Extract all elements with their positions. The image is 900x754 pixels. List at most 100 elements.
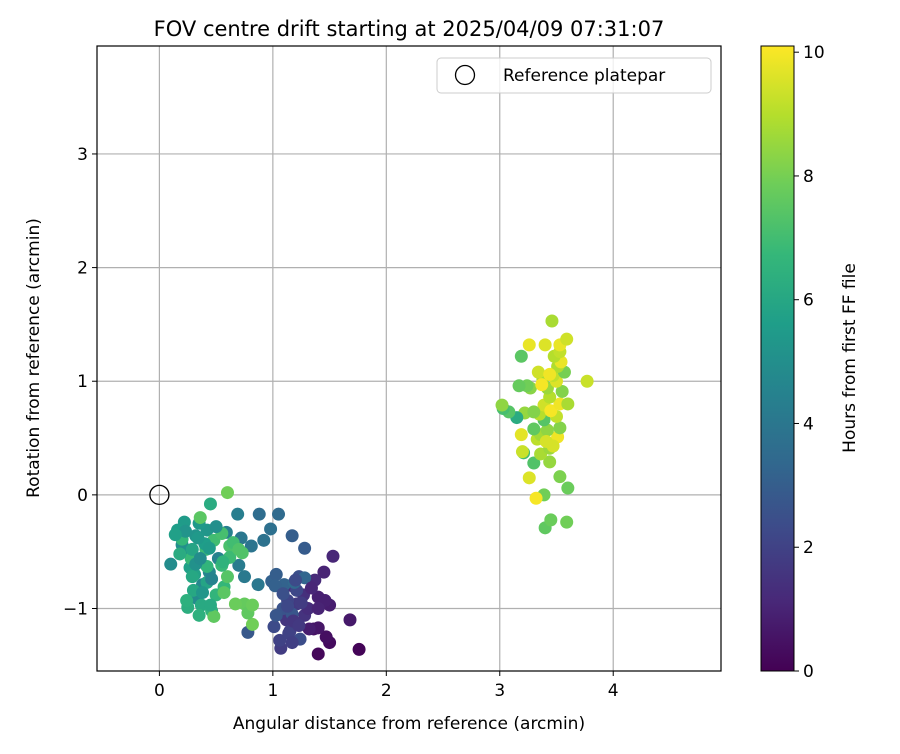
data-point: [561, 481, 575, 495]
data-point: [538, 338, 552, 352]
data-point: [512, 379, 526, 393]
data-point: [168, 528, 182, 542]
data-point: [273, 633, 287, 647]
data-point: [304, 581, 318, 595]
data-point: [251, 578, 265, 592]
colorbar-label: Hours from first FF file: [840, 263, 860, 453]
data-point: [232, 542, 246, 556]
data-point: [267, 620, 281, 634]
data-point: [302, 622, 316, 636]
x-tick-label: 4: [608, 681, 619, 701]
data-point: [531, 365, 545, 379]
data-point: [207, 609, 221, 623]
data-point: [203, 497, 217, 511]
colorbar-tick-label: 0: [803, 662, 814, 682]
data-point: [560, 332, 574, 346]
data-point: [544, 404, 558, 418]
data-point: [553, 421, 567, 435]
data-point: [232, 558, 246, 572]
data-point: [281, 599, 295, 613]
scatter-points: [149, 314, 594, 661]
data-point: [298, 541, 312, 555]
data-point: [268, 579, 282, 593]
data-point: [522, 338, 536, 352]
colorbar-tick-label: 8: [803, 167, 814, 187]
y-tick-label: −1: [63, 600, 88, 620]
data-point: [311, 647, 325, 661]
data-point: [205, 572, 219, 586]
data-point: [272, 507, 286, 521]
y-tick-label: 1: [77, 372, 88, 392]
data-point: [580, 374, 594, 388]
data-point: [553, 470, 567, 484]
data-point: [244, 539, 258, 553]
data-point: [164, 557, 178, 571]
data-point: [252, 507, 266, 521]
data-point: [292, 619, 306, 633]
data-point: [343, 613, 357, 627]
x-tick-label: 2: [381, 681, 392, 701]
data-point: [495, 398, 509, 412]
data-point: [543, 367, 557, 381]
legend-label-reference: Reference platepar: [503, 66, 665, 86]
data-point: [178, 524, 192, 538]
data-point: [289, 573, 303, 587]
legend: Reference platepar: [436, 57, 712, 94]
data-point: [352, 642, 366, 656]
reference-platepar-marker: [149, 484, 170, 506]
data-point: [527, 422, 541, 436]
data-point: [173, 547, 187, 561]
y-tick-label: 3: [77, 145, 88, 165]
grid: [97, 46, 721, 671]
data-point: [269, 608, 283, 622]
x-tick-label: 0: [154, 681, 165, 701]
data-point: [185, 570, 199, 584]
data-point: [317, 565, 331, 579]
data-point: [514, 428, 528, 442]
data-point: [231, 507, 245, 521]
data-point: [522, 471, 536, 485]
data-point: [245, 617, 259, 631]
data-point: [269, 567, 283, 581]
colorbar-ticks: 0 2 4 6 8 10: [794, 43, 825, 682]
axis-ticks: 0 1 2 3 4 −1 0 1 2 3: [63, 145, 619, 701]
data-point: [196, 586, 210, 600]
data-point: [257, 533, 271, 547]
data-point: [185, 542, 199, 556]
legend-box: [436, 57, 712, 94]
y-axis-label: Rotation from reference (arcmin): [24, 218, 44, 498]
data-point: [192, 608, 206, 622]
data-point: [217, 586, 231, 600]
data-point: [515, 445, 529, 459]
data-point: [294, 596, 308, 610]
data-point: [193, 511, 207, 525]
data-point: [555, 384, 569, 398]
colorbar-tick-label: 10: [803, 43, 825, 63]
data-point: [194, 598, 208, 612]
data-point: [285, 529, 299, 543]
data-point: [543, 455, 557, 469]
data-point: [203, 598, 217, 612]
data-point: [276, 587, 290, 601]
data-point: [545, 314, 559, 328]
x-tick-label: 1: [267, 681, 278, 701]
data-point: [527, 405, 541, 419]
axes-frame: [96, 45, 722, 672]
data-point: [544, 513, 558, 527]
data-point: [514, 349, 528, 363]
legend-marker-reference: [454, 64, 476, 86]
data-point: [311, 602, 325, 615]
data-point: [228, 597, 242, 611]
data-point: [326, 549, 340, 563]
colorbar-tick-label: 4: [803, 414, 814, 434]
data-point: [264, 522, 278, 536]
colorbar-gradient: [760, 45, 795, 672]
chart-title: FOV centre drift starting at 2025/04/09 …: [154, 17, 665, 41]
colorbar: 0 2 4 6 8 10 Hours from first FF file: [760, 43, 860, 682]
data-point: [209, 520, 223, 534]
data-point: [245, 598, 259, 612]
colorbar-tick-label: 6: [803, 291, 814, 311]
data-point: [220, 570, 234, 584]
